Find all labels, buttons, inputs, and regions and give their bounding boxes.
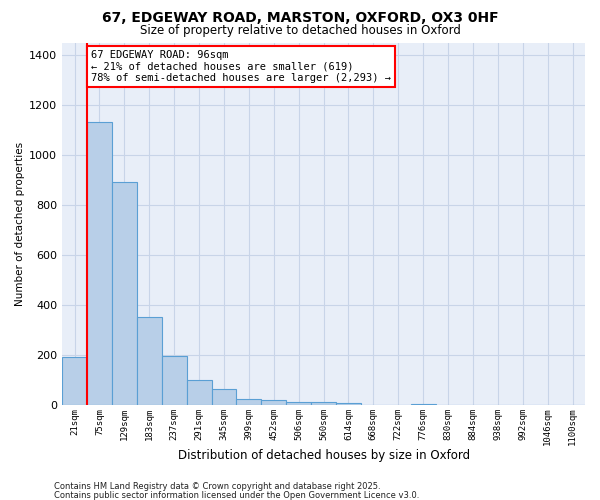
Bar (411, 404, 436, 405)
Bar (187, 380, 212, 405)
Text: Contains public sector information licensed under the Open Government Licence v3: Contains public sector information licen… (54, 490, 419, 500)
Bar (286, 402, 311, 405)
Bar (162, 356, 187, 405)
Text: 67, EDGEWAY ROAD, MARSTON, OXFORD, OX3 0HF: 67, EDGEWAY ROAD, MARSTON, OXFORD, OX3 0… (101, 11, 499, 25)
Y-axis label: Number of detached properties: Number of detached properties (15, 142, 25, 306)
Text: 67 EDGEWAY ROAD: 96sqm
← 21% of detached houses are smaller (619)
78% of semi-de: 67 EDGEWAY ROAD: 96sqm ← 21% of detached… (91, 50, 391, 83)
Text: Contains HM Land Registry data © Crown copyright and database right 2025.: Contains HM Land Registry data © Crown c… (54, 482, 380, 491)
Bar (212, 390, 236, 405)
Bar (311, 402, 336, 405)
Bar (112, 182, 137, 405)
Bar (236, 398, 262, 405)
Bar (62, 358, 87, 405)
Text: Size of property relative to detached houses in Oxford: Size of property relative to detached ho… (140, 24, 460, 37)
Bar (262, 400, 286, 405)
Bar (87, 122, 112, 405)
Bar (137, 318, 162, 405)
X-axis label: Distribution of detached houses by size in Oxford: Distribution of detached houses by size … (178, 450, 470, 462)
Bar (336, 403, 361, 405)
